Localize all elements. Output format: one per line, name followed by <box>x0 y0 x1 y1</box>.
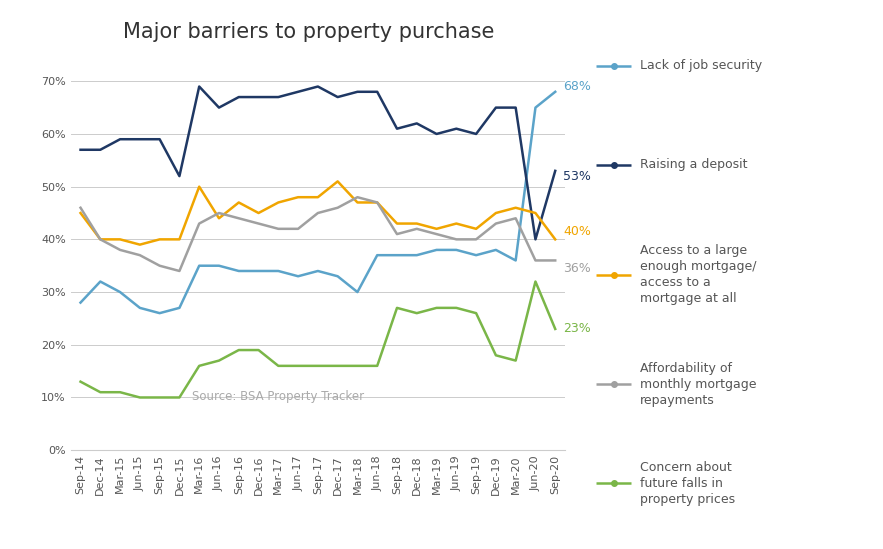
Text: 53%: 53% <box>563 170 591 183</box>
Text: Source: BSA Property Tracker: Source: BSA Property Tracker <box>192 390 365 403</box>
Text: 36%: 36% <box>563 262 591 275</box>
Text: 23%: 23% <box>563 322 591 335</box>
Text: Affordability of
monthly mortgage
repayments: Affordability of monthly mortgage repaym… <box>640 362 757 407</box>
Text: 68%: 68% <box>563 80 591 93</box>
Text: Raising a deposit: Raising a deposit <box>640 158 748 171</box>
Text: Access to a large
enough mortgage/
access to a
mortgage at all: Access to a large enough mortgage/ acces… <box>640 244 757 305</box>
Text: 40%: 40% <box>563 225 591 238</box>
Text: Major barriers to property purchase: Major barriers to property purchase <box>124 22 494 42</box>
Text: Concern about
future falls in
property prices: Concern about future falls in property p… <box>640 461 736 506</box>
Text: Lack of job security: Lack of job security <box>640 59 762 72</box>
